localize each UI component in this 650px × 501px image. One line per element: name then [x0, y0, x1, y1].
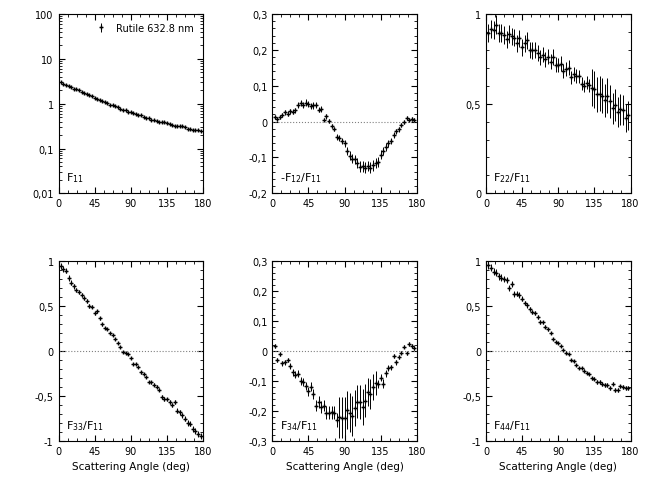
Text: -F$_{12}$/F$_{11}$: -F$_{12}$/F$_{11}$	[280, 171, 322, 185]
Text: F$_{22}$/F$_{11}$: F$_{22}$/F$_{11}$	[493, 171, 532, 185]
Text: F$_{34}$/F$_{11}$: F$_{34}$/F$_{11}$	[280, 418, 318, 432]
Legend: Rutile 632.8 nm: Rutile 632.8 nm	[90, 20, 198, 38]
X-axis label: Scattering Angle (deg): Scattering Angle (deg)	[72, 461, 190, 471]
Text: F$_{33}$/F$_{11}$: F$_{33}$/F$_{11}$	[66, 418, 104, 432]
X-axis label: Scattering Angle (deg): Scattering Angle (deg)	[285, 461, 404, 471]
Text: F$_{44}$/F$_{11}$: F$_{44}$/F$_{11}$	[493, 418, 532, 432]
X-axis label: Scattering Angle (deg): Scattering Angle (deg)	[499, 461, 618, 471]
Text: F$_{11}$: F$_{11}$	[66, 171, 83, 185]
